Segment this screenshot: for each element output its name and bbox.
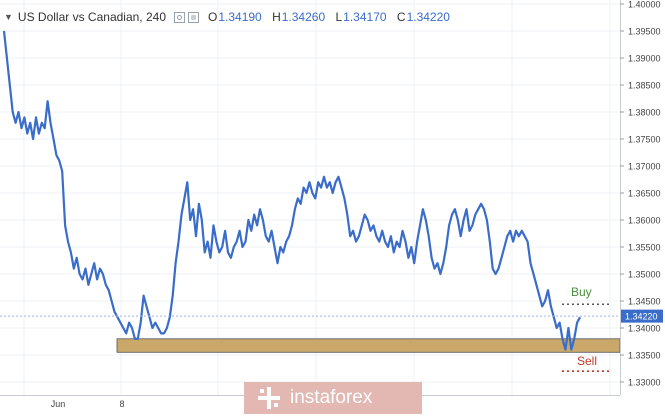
y-tick-label: 1.33000 [628,378,661,388]
sell-label: Sell [577,354,597,368]
open-key: O [208,10,218,24]
support-zone-layer [116,338,621,353]
chart-header: ▼ US Dollar vs Canadian, 240 O1.34190 H1… [4,8,457,26]
watermark-logo: instaforex [244,382,422,414]
settings-icon[interactable] [188,11,199,23]
x-tick-label: Jun [51,399,66,409]
buy-label: Buy [571,285,592,299]
y-tick-label: 1.33500 [628,351,661,361]
price-line [2,30,581,351]
watermark-text: instaforex [290,387,373,408]
collapse-chevron-icon[interactable]: ▼ [4,12,13,22]
y-tick-label: 1.35500 [628,243,661,253]
series-layer [2,30,581,351]
high-value: 1.34260 [281,10,326,24]
y-tick-label: 1.37000 [628,162,661,172]
close-key: C [396,10,406,24]
y-tick-label: 1.38500 [628,81,661,91]
levels-layer: Buy Sell [0,285,620,373]
open-value: 1.34190 [218,10,262,24]
high-key: H [272,10,281,24]
visibility-icon[interactable] [174,11,185,23]
current-price-label: 1.34220 [625,312,658,322]
grid [0,0,620,395]
current-price-badge [621,309,663,323]
y-tick-label: 1.34000 [628,324,661,334]
support-zone [116,338,621,353]
x-tick-label: 8 [119,399,124,409]
y-tick-label: 1.35000 [628,270,661,280]
instaforex-logo-icon [258,387,280,409]
y-tick-label: 1.36500 [628,189,661,199]
y-tick-label: 1.40000 [628,0,661,10]
y-tick-label: 1.39000 [628,54,661,64]
y-tick-label: 1.38000 [628,108,661,118]
y-tick-label: 1.36000 [628,216,661,226]
symbol-title[interactable]: US Dollar vs Canadian, 240 [17,10,166,24]
price-axis[interactable]: 1.40000 1.39500 1.39000 1.38500 1.38000 1.375… [620,0,665,414]
low-key: L [335,10,343,24]
low-value: 1.34170 [343,10,387,24]
y-tick-label: 1.39500 [628,27,661,37]
y-tick-label: 1.34500 [628,297,661,307]
close-value: 1.34220 [406,10,450,24]
y-tick-label: 1.37500 [628,135,661,145]
price-axis-background [620,0,665,414]
ohlc-values: O1.34190 H1.34260 L1.34170 C1.34220 [208,10,457,24]
